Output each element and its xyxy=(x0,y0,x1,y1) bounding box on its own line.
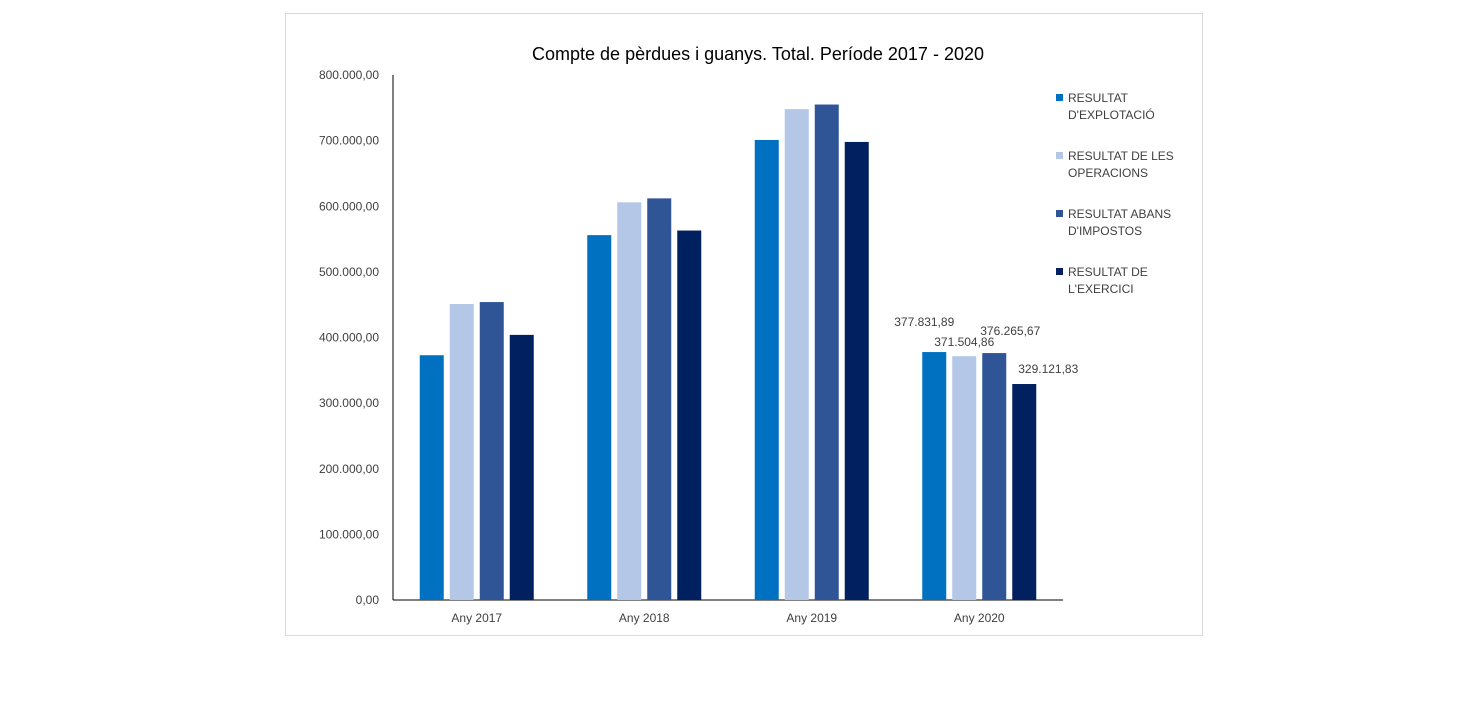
bar xyxy=(509,334,534,600)
bar-chart: Compte de pèrdues i guanys. Total. Perío… xyxy=(319,44,1174,625)
legend-swatch xyxy=(1056,268,1063,275)
bar xyxy=(784,109,809,600)
legend-label: D'EXPLOTACIÓ xyxy=(1068,107,1155,122)
bar xyxy=(754,139,779,600)
axes: 0,00 100.000,00 200.000,00 300.000,00 400.00… xyxy=(319,68,1063,625)
y-tick-label: 400.000,00 xyxy=(319,331,379,345)
bars xyxy=(419,104,1037,600)
legend: RESULTAT D'EXPLOTACIÓ RESULTAT DE LES OPERA… xyxy=(1056,91,1174,296)
data-label: 329.121,83 xyxy=(1018,362,1078,376)
data-label: 371.504,86 xyxy=(934,335,994,349)
y-tick-label: 500.000,00 xyxy=(319,265,379,279)
y-tick-label: 700.000,00 xyxy=(319,134,379,148)
x-tick-label: Any 2018 xyxy=(619,611,670,625)
bar xyxy=(449,304,474,600)
y-tick-label: 600.000,00 xyxy=(319,199,379,213)
bar xyxy=(479,302,504,600)
bar xyxy=(922,352,947,600)
bar xyxy=(677,230,702,600)
bar xyxy=(814,104,839,600)
bar xyxy=(844,141,869,600)
bar xyxy=(1012,384,1037,600)
legend-label: RESULTAT DE LES xyxy=(1068,149,1174,163)
data-label: 376.265,67 xyxy=(980,324,1040,338)
y-tick-label: 800.000,00 xyxy=(319,68,379,82)
legend-label: RESULTAT DE xyxy=(1068,265,1148,279)
bar xyxy=(647,198,672,600)
bar xyxy=(587,235,612,600)
y-tick-label: 100.000,00 xyxy=(319,527,379,541)
chart-title: Compte de pèrdues i guanys. Total. Perío… xyxy=(532,44,984,64)
x-tick-label: Any 2019 xyxy=(786,611,837,625)
legend-swatch xyxy=(1056,94,1063,101)
bar xyxy=(982,353,1007,600)
y-tick-label: 200.000,00 xyxy=(319,462,379,476)
legend-label: RESULTAT xyxy=(1068,91,1129,105)
y-tick-label: 0,00 xyxy=(356,593,380,607)
bar xyxy=(617,202,642,600)
bar xyxy=(419,355,444,600)
legend-label: D'IMPOSTOS xyxy=(1068,224,1142,238)
data-label: 377.831,89 xyxy=(894,315,954,329)
legend-label: L'EXERCICI xyxy=(1068,282,1134,296)
legend-swatch xyxy=(1056,210,1063,217)
x-tick-label: Any 2020 xyxy=(954,611,1005,625)
legend-label: OPERACIONS xyxy=(1068,166,1148,180)
y-tick-label: 300.000,00 xyxy=(319,396,379,410)
chart-frame: Compte de pèrdues i guanys. Total. Perío… xyxy=(285,13,1203,636)
bar xyxy=(952,356,977,600)
legend-swatch xyxy=(1056,152,1063,159)
x-tick-label: Any 2017 xyxy=(451,611,502,625)
legend-label: RESULTAT ABANS xyxy=(1068,207,1171,221)
